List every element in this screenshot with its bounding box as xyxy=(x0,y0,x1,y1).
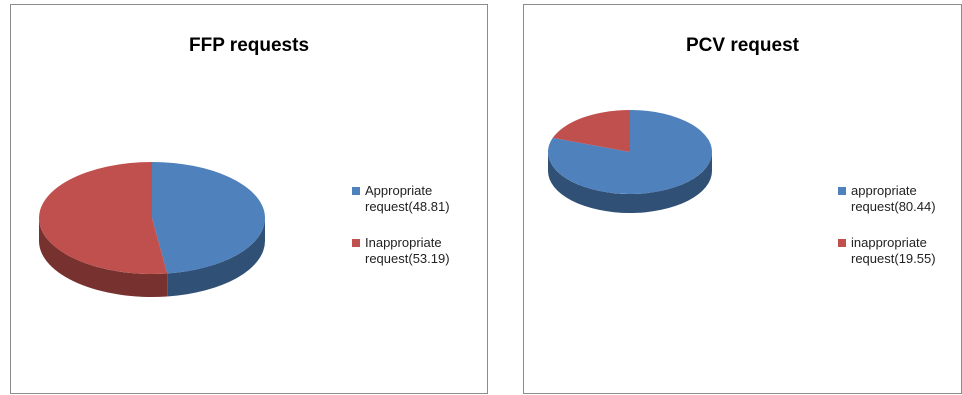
pie-slice xyxy=(152,162,266,274)
pie-chart xyxy=(39,162,266,297)
legend-label: inappropriate request(19.55) xyxy=(851,235,936,266)
pie-slice-side xyxy=(548,152,712,213)
legend-swatch xyxy=(838,239,846,247)
chart-title: FFP requests xyxy=(188,35,310,56)
chart-panel-pcv: PCV request appropriate request(80.44) i… xyxy=(523,4,962,394)
pie-chart xyxy=(548,110,712,213)
legend: Appropriate request(48.81) Inappropriate… xyxy=(352,183,460,287)
pie-slice-side xyxy=(39,218,168,297)
legend-swatch xyxy=(352,187,360,195)
legend-item-inappropriate: inappropriate request(19.55) xyxy=(838,235,946,267)
legend-item-appropriate: appropriate request(80.44) xyxy=(838,183,946,215)
pie-slice xyxy=(39,162,168,274)
legend-label: appropriate request(80.44) xyxy=(851,183,936,214)
legend: appropriate request(80.44) inappropriate… xyxy=(838,183,946,287)
legend-item-inappropriate: Inappropriate request(53.19) xyxy=(352,235,460,267)
legend-label: Inappropriate request(53.19) xyxy=(365,235,450,266)
pie-slice-side xyxy=(167,218,265,297)
pie-slice xyxy=(552,110,630,152)
legend-item-appropriate: Appropriate request(48.81) xyxy=(352,183,460,215)
chart-title: PCV request xyxy=(686,35,799,56)
legend-swatch xyxy=(352,239,360,247)
legend-swatch xyxy=(838,187,846,195)
chart-panel-ffp: FFP requests Appropriate request(48.81) … xyxy=(10,4,488,394)
legend-label: Appropriate request(48.81) xyxy=(365,183,450,214)
